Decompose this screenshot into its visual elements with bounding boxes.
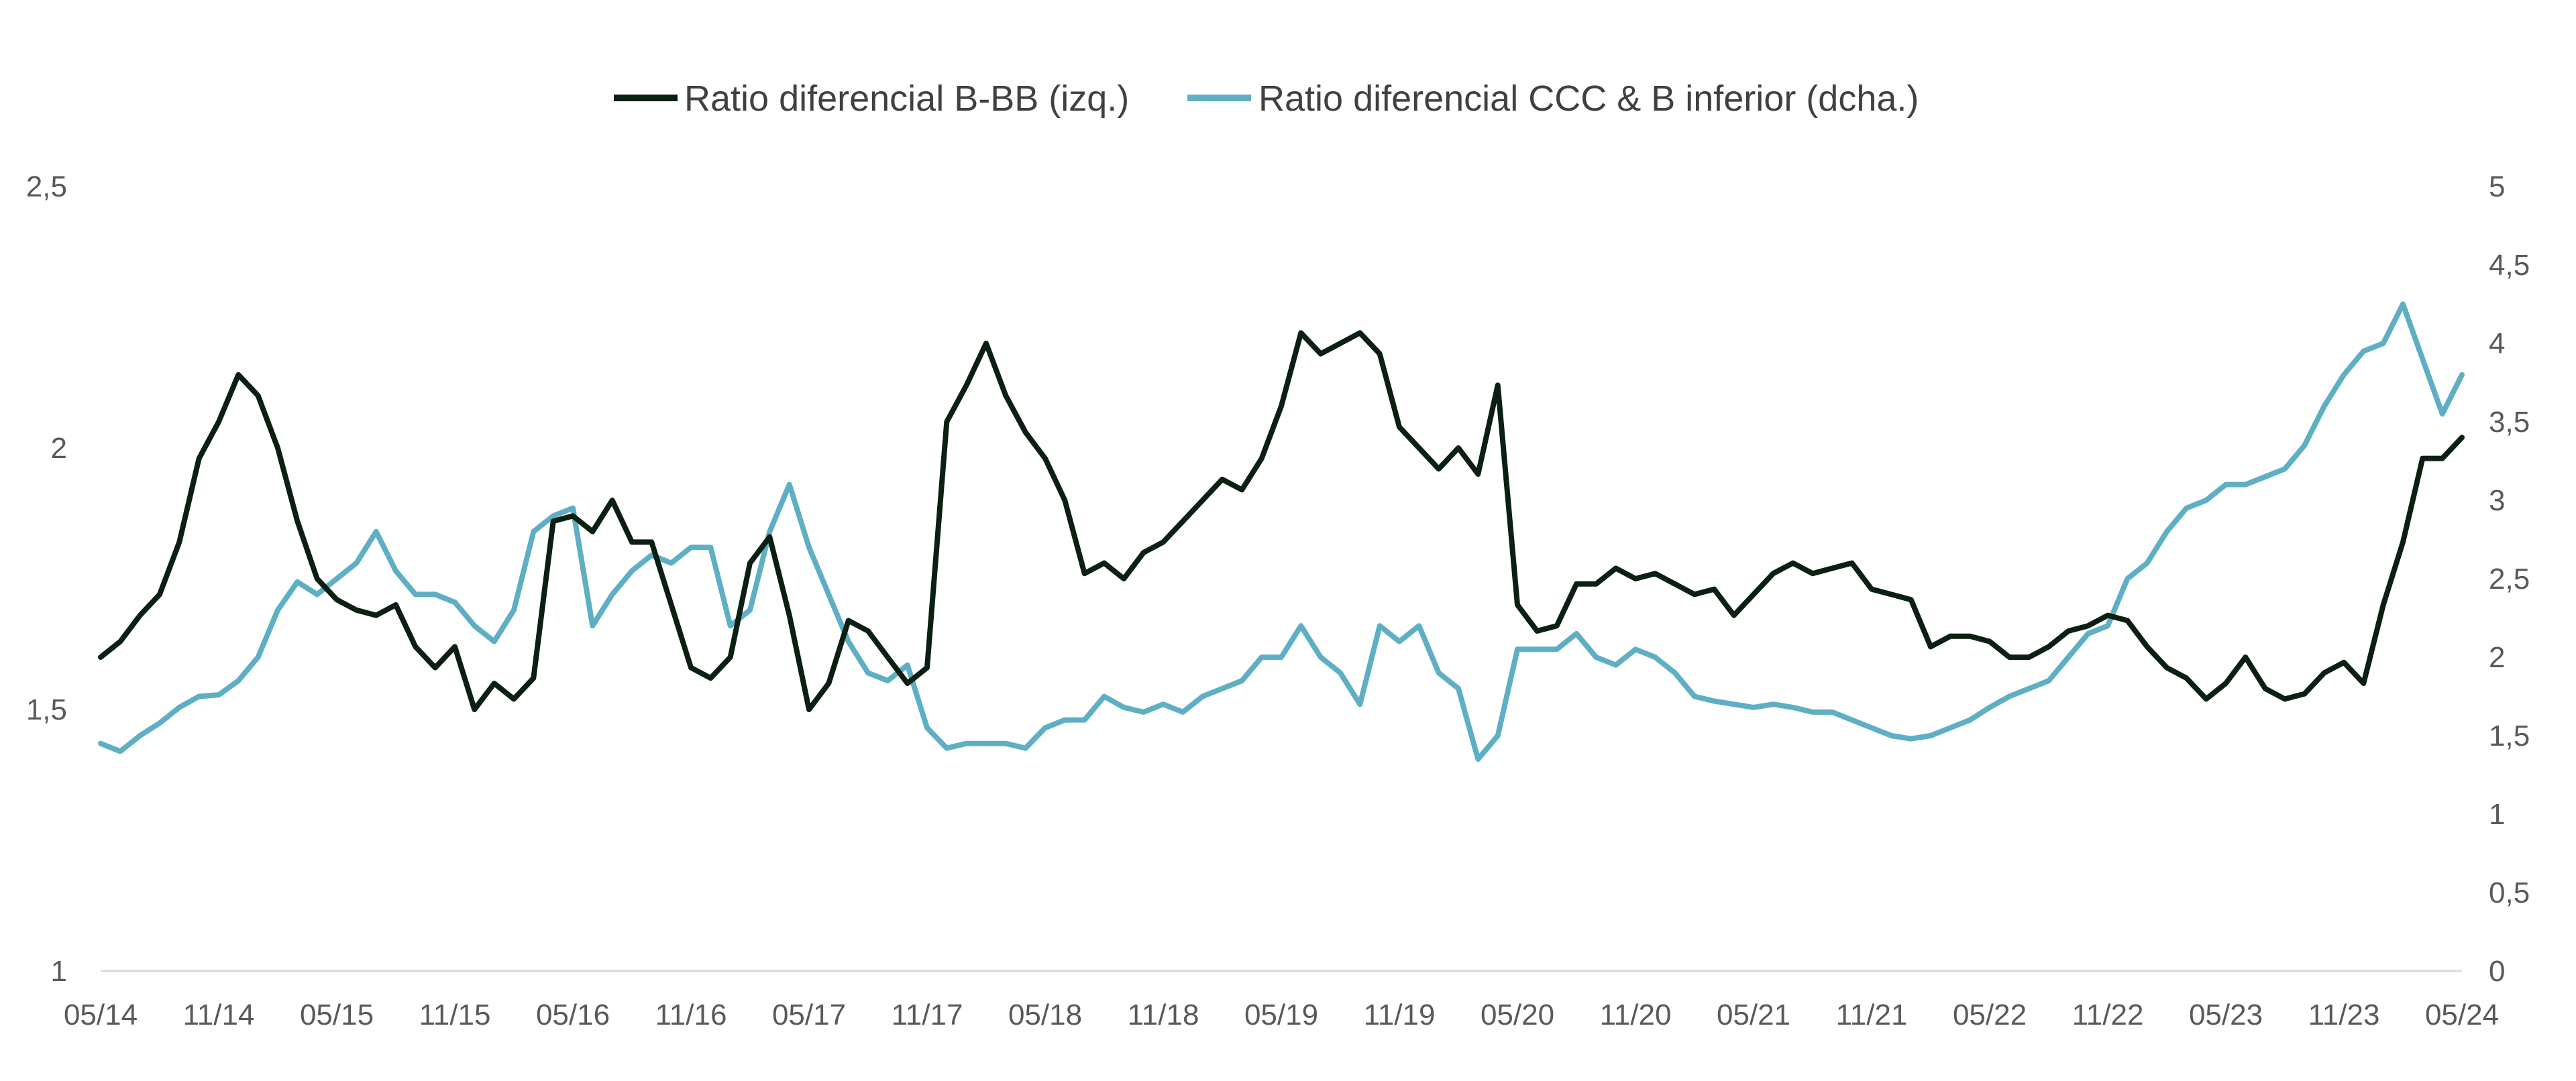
y-axis-left: 1 1,5 2 2,5 (26, 170, 67, 988)
x-tick-label: 11/18 (1128, 999, 1199, 1031)
x-tick-label: 11/23 (2308, 999, 2380, 1031)
y-left-tick-label: 1,5 (26, 693, 67, 726)
x-tick-label: 11/21 (1836, 999, 1908, 1031)
y-left-tick-label: 2,5 (26, 170, 67, 203)
x-axis: 05/14 11/14 05/15 11/15 05/16 11/16 05/17 11/17… (64, 999, 2499, 1031)
y-left-tick-label: 2 (51, 432, 67, 465)
y-right-tick-label: 4,5 (2489, 249, 2530, 282)
y-right-tick-label: 1 (2489, 798, 2505, 831)
x-tick-label: 05/20 (1481, 999, 1554, 1031)
y-right-tick-label: 4 (2489, 327, 2505, 360)
y-right-tick-label: 3 (2489, 484, 2505, 517)
legend-label-bbb: Ratio diferencial B-BB (izq.) (684, 78, 1129, 119)
y-right-tick-label: 0,5 (2489, 876, 2530, 909)
y-right-tick-label: 1,5 (2489, 720, 2530, 752)
y-right-tick-label: 3,5 (2489, 406, 2530, 439)
series-line-bbb (98, 330, 2465, 712)
x-tick-label: 11/22 (2072, 999, 2144, 1031)
y-right-tick-label: 5 (2489, 170, 2505, 203)
x-tick-label: 05/15 (300, 999, 374, 1031)
x-tick-label: 05/17 (772, 999, 846, 1031)
y-right-tick-label: 2 (2489, 641, 2505, 674)
series-line-ccc (98, 301, 2465, 762)
x-tick-label: 11/14 (183, 999, 255, 1031)
x-tick-label: 11/15 (419, 999, 491, 1031)
x-tick-label: 05/19 (1244, 999, 1318, 1031)
x-tick-label: 05/21 (1717, 999, 1790, 1031)
y-left-tick-label: 1 (51, 955, 67, 988)
x-tick-label: 05/16 (536, 999, 610, 1031)
y-right-tick-label: 2,5 (2489, 563, 2530, 595)
y-axis-right: 0 0,5 1 1,5 2 2,5 3 3,5 4 4,5 5 (2489, 170, 2530, 988)
x-tick-label: 11/17 (892, 999, 963, 1031)
chart-legend: Ratio diferencial B-BB (izq.) Ratio dife… (614, 78, 1919, 119)
x-tick-label: 05/24 (2425, 999, 2499, 1031)
x-tick-label: 05/23 (2189, 999, 2263, 1031)
series-layer (98, 301, 2465, 762)
x-tick-label: 11/20 (1600, 999, 1672, 1031)
legend-label-ccc: Ratio diferencial CCC & B inferior (dcha… (1258, 78, 1919, 119)
x-tick-label: 05/14 (64, 999, 138, 1031)
x-tick-label: 05/22 (1953, 999, 2027, 1031)
y-right-tick-label: 0 (2489, 955, 2505, 988)
x-tick-label: 05/18 (1008, 999, 1082, 1031)
x-tick-label: 11/16 (655, 999, 727, 1031)
x-tick-label: 11/19 (1364, 999, 1436, 1031)
